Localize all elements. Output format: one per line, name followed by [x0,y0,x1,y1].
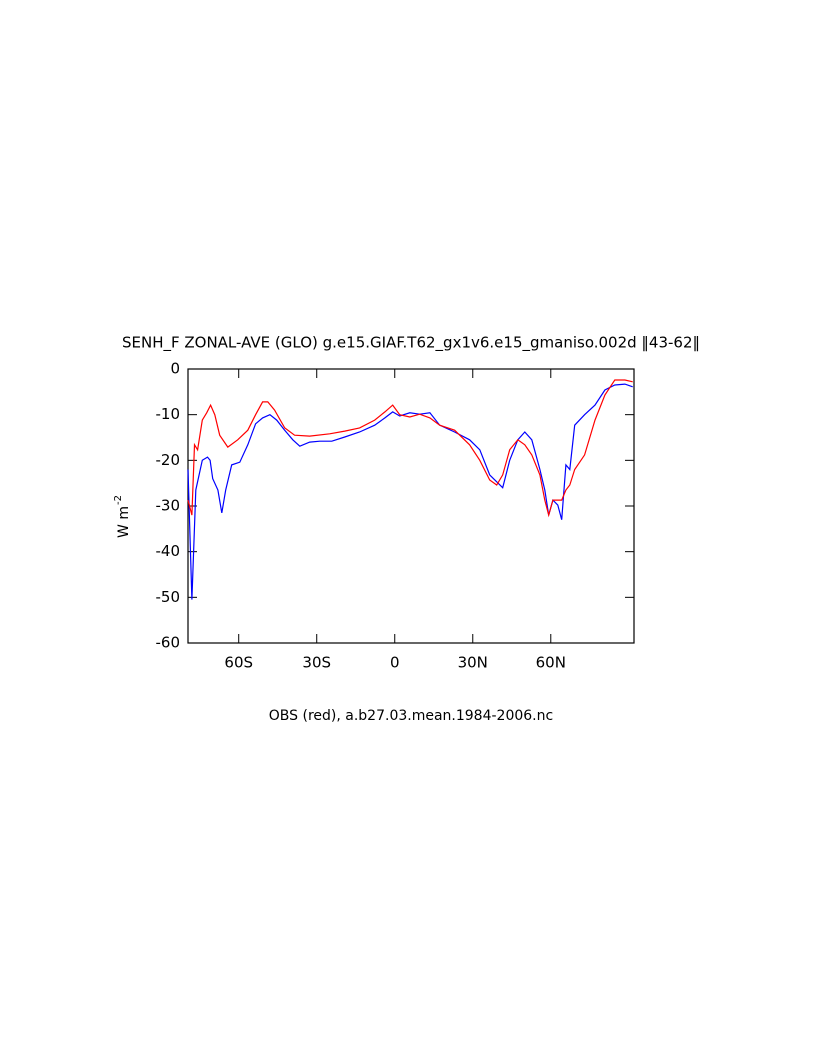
x-tick-label: 30S [302,654,331,672]
y-tick-label: -60 [156,634,181,652]
y-tick-label: 0 [170,360,180,378]
y-axis-label-group: W m -2 [113,495,132,538]
x-tick-label: 60N [536,654,566,672]
y-tick-label: -20 [156,451,181,469]
data-line [187,379,633,518]
y-axis-label: W m [116,506,132,538]
x-tick-label: 60S [224,654,253,672]
y-tick-label: -50 [156,588,181,606]
x-tick-label: 30N [458,654,488,672]
y-tick-label: -10 [156,405,181,423]
y-axis-label-superscript: -2 [113,495,124,505]
y-tick-label: -40 [156,542,181,560]
x-axis-label: OBS (red), a.b27.03.mean.1984-2006.nc [269,708,553,724]
x-tick-label: 0 [390,654,400,672]
chart-title: SENH_F ZONAL-AVE (GLO) g.e15.GIAF.T62_gx… [122,334,700,353]
y-tick-label: -30 [156,497,181,515]
data-line [187,383,633,600]
plot-frame [187,368,635,644]
